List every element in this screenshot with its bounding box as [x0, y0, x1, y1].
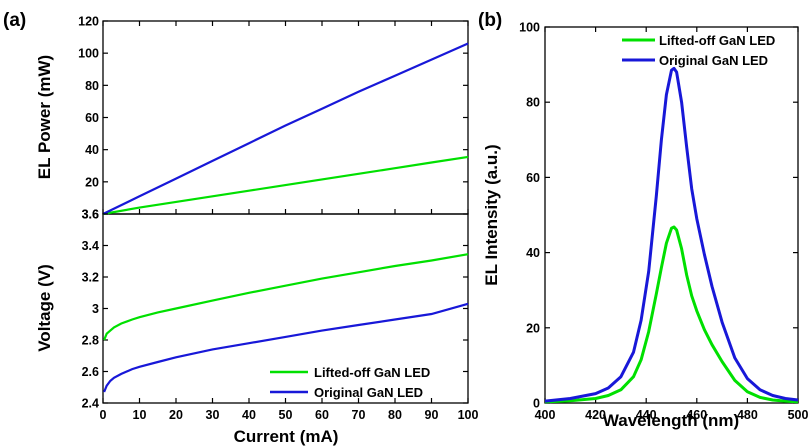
wavelength-x-tick-label: 440 [636, 408, 657, 422]
legend-b-label-original-gan-led: Original GaN LED [659, 53, 768, 68]
spectrum-series-lifted-off-gan-led [544, 225, 799, 404]
current-x-tick-label: 0 [100, 408, 107, 422]
current-x-tick-label: 50 [279, 408, 293, 422]
current-x-tick-label: 20 [169, 408, 183, 422]
intensity-y-tick-label: 40 [526, 246, 540, 260]
voltage-y-tick-label: 3.2 [82, 271, 99, 285]
spectrum-plot-frame [544, 26, 799, 404]
power-y-tick-label: 40 [85, 143, 99, 157]
power-y-tick-label: 20 [85, 175, 99, 189]
wavelength-x-tick-label: 400 [535, 408, 556, 422]
power-axis-title: EL Power (mW) [35, 55, 54, 179]
legend-a-label-lifted-off-gan-led: Lifted-off GaN LED [314, 365, 430, 380]
wavelength-x-tick-label: 480 [737, 408, 758, 422]
power-y-tick-label: 120 [78, 15, 99, 29]
voltage-y-tick-label: 2.4 [82, 397, 99, 411]
voltage-y-tick-label: 3.4 [82, 239, 99, 253]
voltage-y-tick-label: 3.6 [82, 208, 99, 222]
current-x-tick-label: 60 [315, 408, 329, 422]
intensity-axis-title: EL Intensity (a.u.) [482, 144, 501, 285]
spectrum-series-original-gan-led [544, 66, 799, 403]
power-series-lifted-off-gan-led [102, 155, 469, 216]
current-x-tick-label: 10 [133, 408, 147, 422]
current-x-tick-label: 80 [388, 408, 402, 422]
power-y-tick-label: 100 [78, 47, 99, 61]
power-series-original-gan-led [102, 42, 469, 215]
wavelength-x-tick-label: 420 [585, 408, 606, 422]
current-x-tick-label: 40 [242, 408, 256, 422]
current-x-tick-label: 90 [425, 408, 439, 422]
current-x-tick-label: 100 [458, 408, 479, 422]
voltage-axis-title: Voltage (V) [35, 264, 54, 352]
legend-b-label-lifted-off-gan-led: Lifted-off GaN LED [659, 33, 775, 48]
intensity-y-tick-label: 20 [526, 321, 540, 335]
current-axis-title: Current (mA) [234, 427, 339, 446]
power-y-tick-label: 80 [85, 79, 99, 93]
voltage-y-tick-label: 2.8 [82, 334, 99, 348]
voltage-y-tick-label: 2.6 [82, 365, 99, 379]
voltage-series-original-gan-led [103, 302, 469, 393]
panel-a-label: (a) [3, 10, 26, 31]
intensity-y-tick-label: 0 [533, 397, 540, 411]
intensity-y-tick-label: 60 [526, 171, 540, 185]
current-x-tick-label: 30 [206, 408, 220, 422]
wavelength-x-tick-label: 460 [686, 408, 707, 422]
legend-a-label-original-gan-led: Original GaN LED [314, 385, 423, 400]
voltage-y-tick-label: 3 [92, 302, 99, 316]
intensity-y-tick-label: 80 [526, 96, 540, 110]
voltage-y-tick-label: 3.6 [82, 208, 99, 222]
voltage-series-lifted-off-gan-led [103, 253, 469, 341]
current-x-tick-label: 70 [352, 408, 366, 422]
wavelength-x-tick-label: 500 [788, 408, 809, 422]
intensity-y-tick-label: 100 [519, 21, 540, 35]
power-y-tick-label: 60 [85, 111, 99, 125]
wavelength-axis-title: Wavelength (nm) [603, 411, 739, 430]
panel-b-label: (b) [478, 10, 502, 31]
